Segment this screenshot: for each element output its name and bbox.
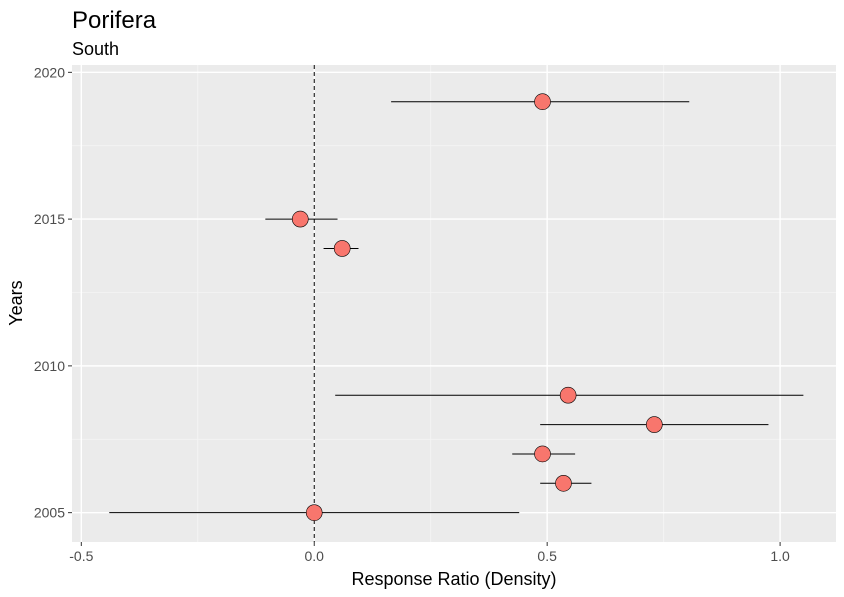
data-point xyxy=(534,445,551,463)
grid-minor xyxy=(72,65,836,542)
plot-panel xyxy=(72,65,836,542)
data-point xyxy=(646,416,663,433)
data-point xyxy=(534,93,551,110)
y-axis: 2005 2010 2015 2020 xyxy=(34,64,72,521)
chart-title: Porifera xyxy=(72,7,157,34)
y-tick-label: 2005 xyxy=(34,505,65,521)
x-tick-label: 0.0 xyxy=(305,548,325,564)
chart-subtitle: South xyxy=(72,39,119,59)
x-axis: -0.5 0.0 0.5 1.0 xyxy=(69,542,790,564)
x-axis-title: Response Ratio (Density) xyxy=(351,569,556,589)
data-point xyxy=(555,474,572,492)
x-tick-label: 1.0 xyxy=(770,548,790,564)
data-point xyxy=(291,210,309,228)
x-tick-label: -0.5 xyxy=(69,548,93,564)
data-point xyxy=(333,240,351,257)
y-axis-title: Years xyxy=(6,280,26,325)
data-point xyxy=(559,386,577,404)
y-tick-label: 2015 xyxy=(34,211,65,227)
y-tick-label: 2020 xyxy=(34,64,65,80)
x-tick-label: 0.5 xyxy=(537,548,557,564)
y-tick-label: 2010 xyxy=(34,358,65,374)
data-points xyxy=(291,93,663,521)
data-point xyxy=(305,504,323,521)
